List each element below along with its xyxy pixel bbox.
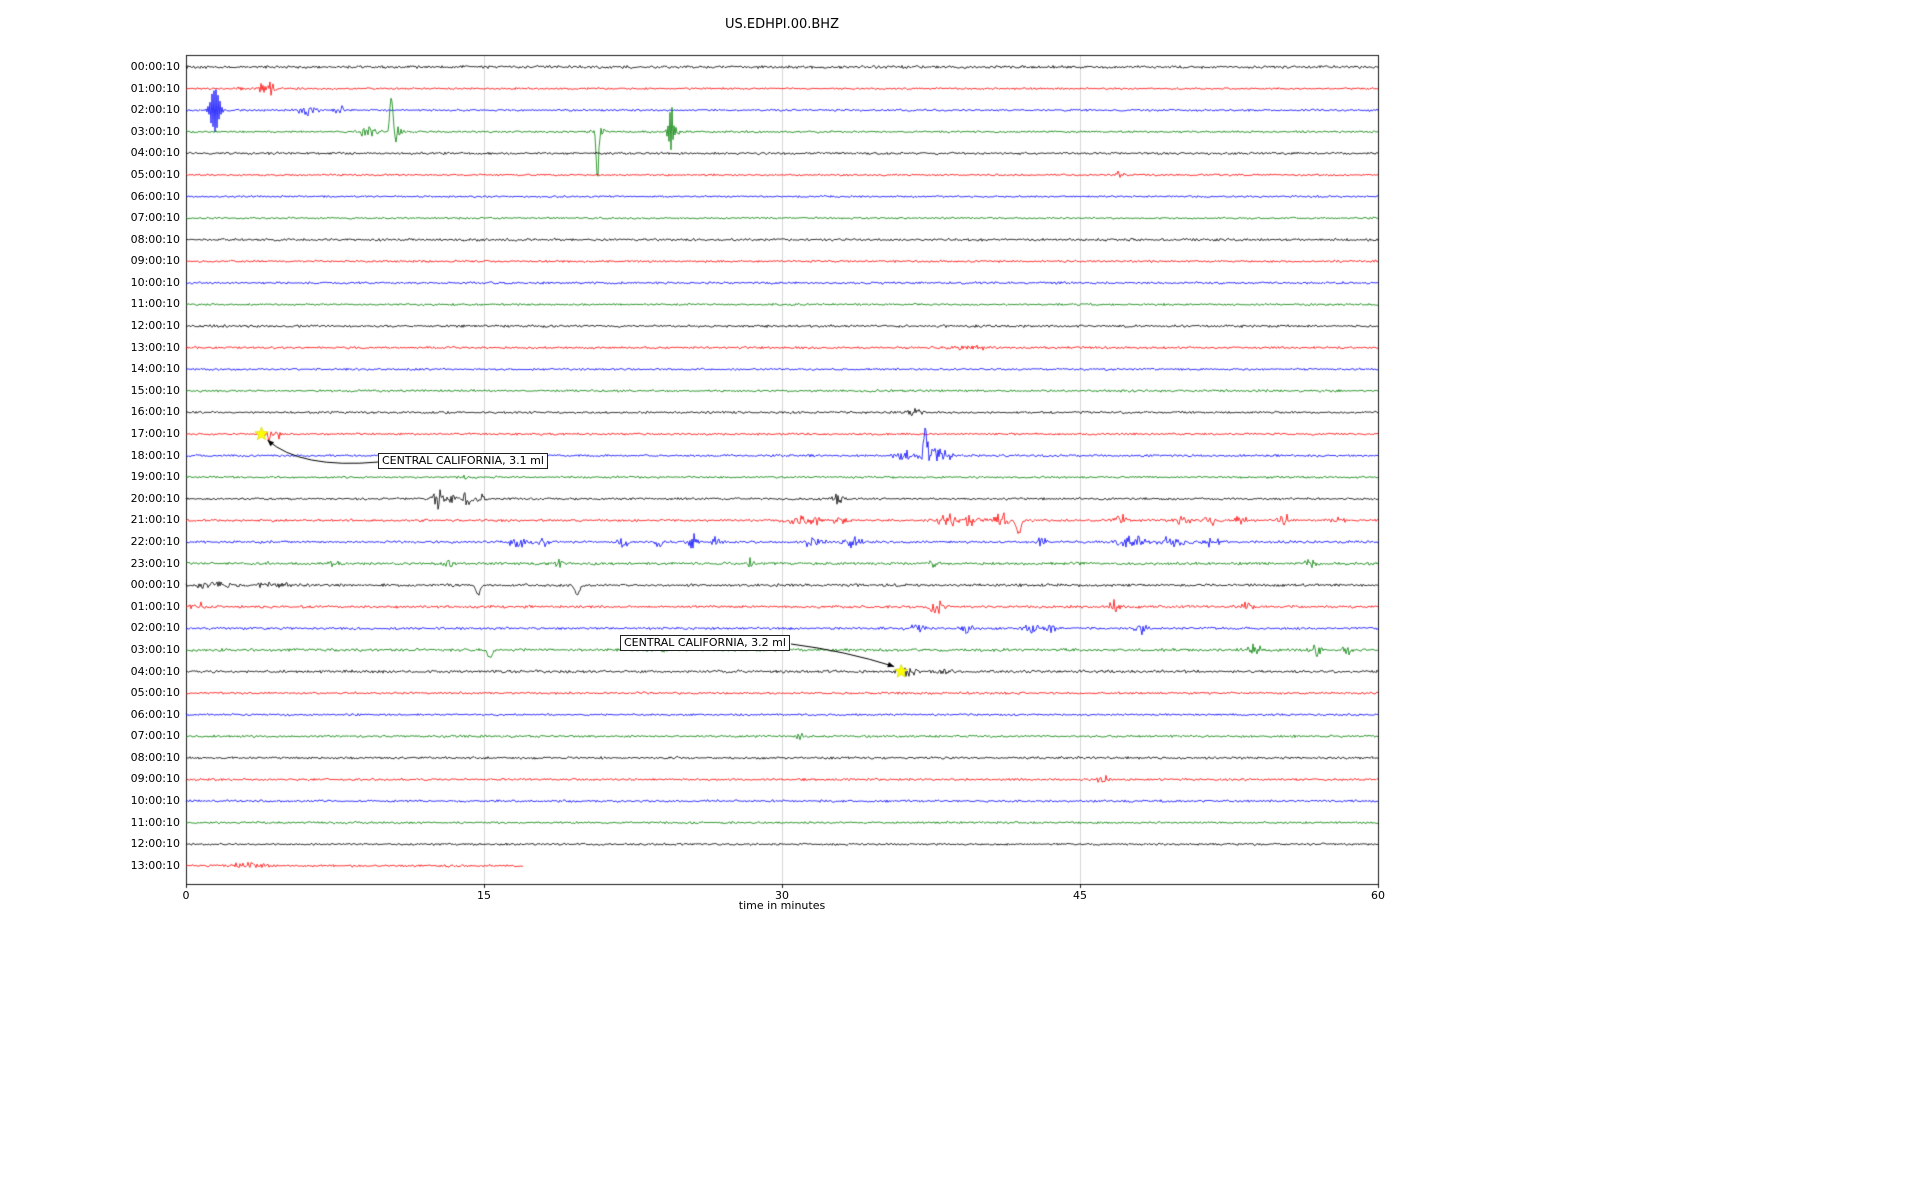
- y-axis-row-label: 03:00:10: [130, 124, 180, 138]
- x-axis-tick-label: 30: [775, 889, 789, 902]
- y-axis-row-label: 06:00:10: [130, 707, 180, 721]
- y-axis-row-label: 10:00:10: [130, 275, 180, 289]
- y-axis-row-label: 17:00:10: [130, 427, 180, 441]
- x-axis-tick-label: 60: [1371, 889, 1385, 902]
- y-axis-row-label: 13:00:10: [130, 858, 180, 872]
- y-axis-row-label: 05:00:10: [130, 167, 180, 181]
- x-axis-tick-label: 15: [477, 889, 491, 902]
- y-axis-row-label: 02:00:10: [130, 621, 180, 635]
- y-axis-row-label: 14:00:10: [130, 362, 180, 376]
- y-axis-row-label: 15:00:10: [130, 383, 180, 397]
- y-axis-row-label: 04:00:10: [130, 146, 180, 160]
- y-axis-row-label: 21:00:10: [130, 513, 180, 527]
- y-axis-row-label: 20:00:10: [130, 491, 180, 505]
- event-annotation: CENTRAL CALIFORNIA, 3.1 ml: [378, 453, 548, 469]
- y-axis-row-label: 07:00:10: [130, 211, 180, 225]
- y-axis-row-label: 03:00:10: [130, 642, 180, 656]
- y-axis-row-label: 22:00:10: [130, 534, 180, 548]
- y-axis-row-label: 18:00:10: [130, 448, 180, 462]
- event-annotation: CENTRAL CALIFORNIA, 3.2 ml: [620, 635, 790, 651]
- y-axis-row-label: 16:00:10: [130, 405, 180, 419]
- y-axis-row-label: 12:00:10: [130, 319, 180, 333]
- y-axis-row-label: 09:00:10: [130, 772, 180, 786]
- y-axis-row-label: 08:00:10: [130, 232, 180, 246]
- y-axis-row-label: 19:00:10: [130, 470, 180, 484]
- y-axis-row-label: 04:00:10: [130, 664, 180, 678]
- y-axis-row-label: 07:00:10: [130, 729, 180, 743]
- y-axis-row-label: 00:00:10: [130, 60, 180, 73]
- y-axis-row-label: 13:00:10: [130, 340, 180, 354]
- y-axis-row-label: 00:00:10: [130, 578, 180, 592]
- y-axis-row-label: 08:00:10: [130, 750, 180, 764]
- x-axis-tick-label: 45: [1073, 889, 1087, 902]
- x-axis-label: time in minutes: [738, 899, 826, 912]
- y-axis-row-label: 01:00:10: [130, 81, 180, 95]
- chart-title: US.EDHPI.00.BHZ: [725, 17, 839, 32]
- y-axis-row-label: 01:00:10: [130, 599, 180, 613]
- x-axis-tick-label: 0: [182, 889, 190, 902]
- y-axis-row-label: 10:00:10: [130, 794, 180, 808]
- y-axis-row-label: 02:00:10: [130, 103, 180, 117]
- y-axis-row-label: 05:00:10: [130, 686, 180, 700]
- y-axis-row-label: 11:00:10: [130, 297, 180, 311]
- y-axis-row-label: 09:00:10: [130, 254, 180, 268]
- y-axis-row-label: 12:00:10: [130, 837, 180, 851]
- y-axis-row-label: 11:00:10: [130, 815, 180, 829]
- y-axis-row-label: 06:00:10: [130, 189, 180, 203]
- y-axis-row-label: 23:00:10: [130, 556, 180, 570]
